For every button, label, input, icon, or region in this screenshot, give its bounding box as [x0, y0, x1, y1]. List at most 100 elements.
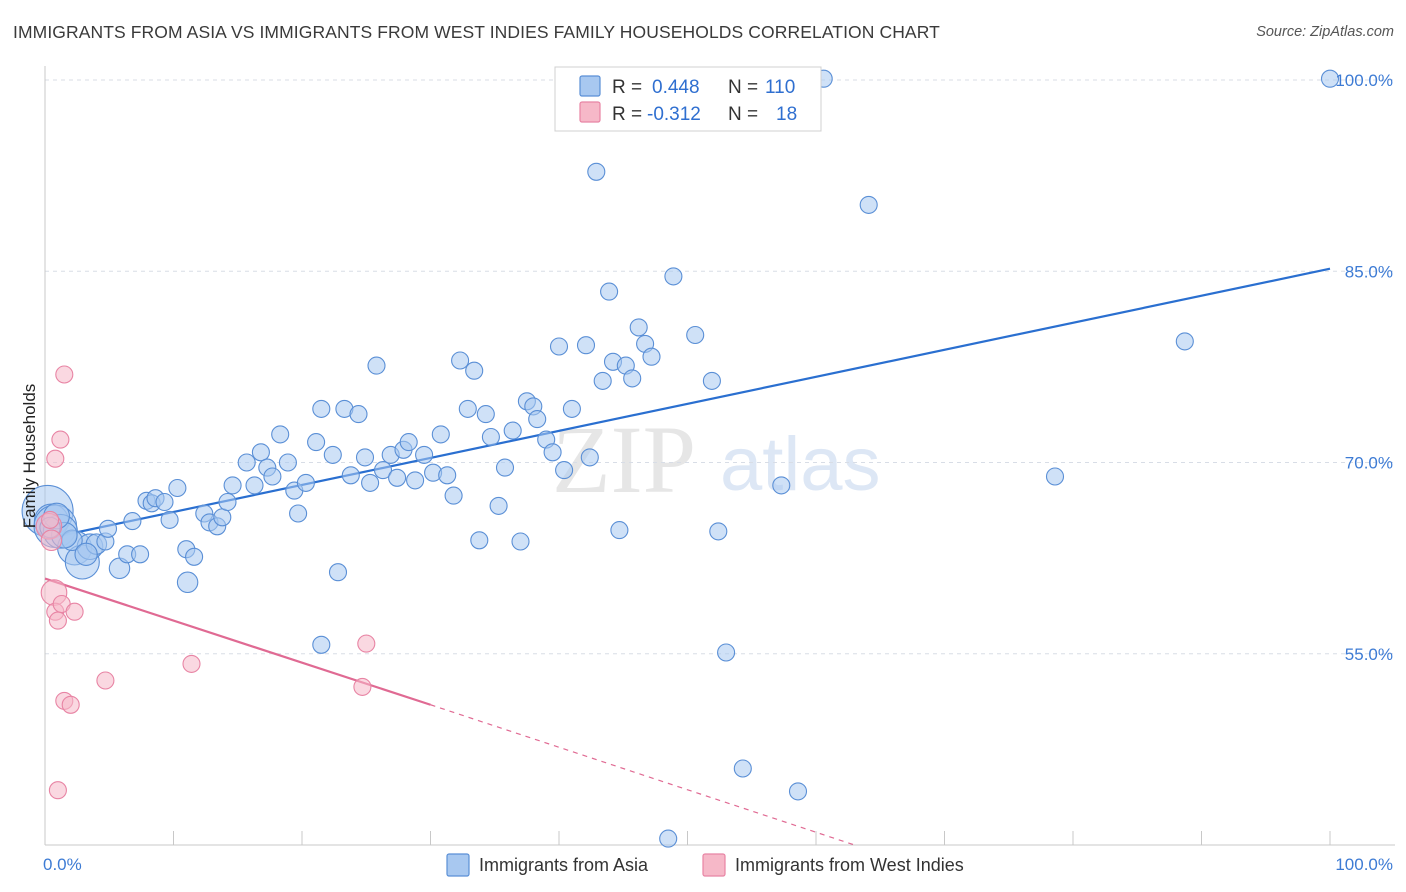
point-west-indies-17 — [41, 510, 60, 529]
point-asia-60 — [451, 351, 470, 370]
y-tick-label-1: 70.0% — [1345, 454, 1393, 473]
point-asia-69 — [511, 532, 530, 551]
legend-r-label-west-indies: R = — [612, 104, 642, 125]
point-asia-104 — [312, 635, 331, 654]
bottom-legend-label-asia: Immigrants from Asia — [479, 855, 649, 875]
point-asia-75 — [549, 337, 569, 356]
legend-n-label-west-indies: N = — [728, 104, 758, 125]
point-asia-17 — [155, 492, 174, 512]
point-asia-91 — [686, 325, 705, 345]
point-west-indies-1 — [40, 529, 63, 552]
bottom-legend-swatch-west-indies — [702, 853, 726, 877]
point-asia-95 — [733, 759, 752, 778]
point-asia-63 — [470, 531, 489, 550]
point-asia-76 — [555, 461, 574, 480]
watermark-zip: ZIP — [552, 406, 696, 513]
point-west-indies-12 — [96, 671, 115, 690]
trend-line-asia — [44, 267, 1331, 541]
bottom-legend-swatch-asia — [446, 853, 470, 877]
point-asia-81 — [593, 371, 612, 390]
point-asia-41 — [323, 445, 342, 464]
point-asia-79 — [580, 448, 599, 467]
correlation-legend: R = 0.448 N = 110 R = -0.312 N = 18 — [554, 66, 822, 132]
point-asia-101 — [1175, 332, 1194, 351]
point-asia-61 — [458, 399, 477, 418]
point-asia-26 — [213, 508, 232, 527]
point-asia-51 — [388, 468, 407, 487]
y-axis-label: Family Households — [20, 384, 39, 529]
point-asia-34 — [271, 425, 290, 444]
point-asia-84 — [610, 521, 629, 540]
point-asia-72 — [528, 410, 547, 429]
point-asia-37 — [289, 504, 308, 523]
point-asia-31 — [251, 443, 270, 462]
point-asia-12 — [131, 545, 150, 564]
point-asia-92 — [702, 371, 721, 390]
point-asia-67 — [495, 458, 515, 477]
point-asia-53 — [399, 433, 418, 452]
point-asia-82 — [600, 282, 619, 301]
point-asia-59 — [444, 486, 463, 505]
legend-r-label-asia: R = — [612, 77, 642, 98]
point-asia-54 — [406, 471, 425, 490]
point-west-indies-14 — [357, 634, 376, 653]
point-asia-103 — [659, 829, 678, 848]
point-asia-100 — [1045, 467, 1065, 486]
tick-labels: 55.0% 70.0% 85.0% 100.0% 0.0% 100.0% — [43, 71, 1393, 874]
data-points — [21, 69, 1340, 848]
point-asia-45 — [349, 405, 368, 424]
point-asia-74 — [543, 443, 562, 462]
legend-n-value-asia: 110 — [765, 77, 795, 98]
point-asia-58 — [438, 466, 457, 485]
point-asia-89 — [642, 347, 661, 366]
point-asia-94 — [717, 643, 736, 662]
axes — [44, 66, 1395, 846]
point-asia-28 — [223, 476, 242, 495]
point-asia-13 — [123, 512, 142, 531]
legend-n-label-asia: N = — [728, 77, 758, 98]
series-legend: Immigrants from Asia Immigrants from Wes… — [446, 853, 964, 877]
point-asia-65 — [481, 427, 500, 447]
point-west-indies-8 — [55, 365, 74, 384]
point-asia-47 — [361, 473, 380, 492]
source-label: Source: ZipAtlas.com — [1256, 24, 1394, 40]
point-asia-39 — [307, 433, 326, 452]
point-asia-18 — [160, 510, 179, 529]
grid-lines — [45, 79, 1395, 655]
point-asia-38 — [296, 473, 315, 492]
point-asia-93 — [709, 522, 728, 541]
point-asia-57 — [431, 425, 450, 444]
point-asia-22 — [176, 571, 199, 594]
point-asia-86 — [623, 369, 642, 388]
point-asia-49 — [373, 461, 393, 480]
point-asia-102 — [1320, 69, 1340, 88]
x-tick-label-0: 0.0% — [43, 855, 82, 874]
trend-line-west-indies-extension — [430, 704, 855, 846]
point-asia-55 — [415, 445, 434, 464]
x-tick-label-1: 100.0% — [1335, 855, 1393, 874]
legend-swatch-west-indies — [579, 101, 601, 123]
bottom-legend-label-west-indies: Immigrants from West Indies — [735, 855, 964, 875]
point-asia-62 — [465, 361, 484, 380]
watermark-atlas: atlas — [720, 422, 881, 507]
point-asia-48 — [367, 356, 386, 375]
point-asia-30 — [245, 476, 264, 495]
point-asia-29 — [237, 453, 256, 472]
legend-n-value-west-indies: 18 — [776, 104, 797, 125]
point-asia-40 — [312, 399, 331, 418]
point-west-indies-15 — [353, 677, 372, 696]
y-tick-label-3: 100.0% — [1335, 71, 1393, 90]
point-west-indies-16 — [48, 781, 67, 800]
point-asia-68 — [503, 421, 522, 440]
point-asia-99 — [859, 195, 878, 214]
point-asia-33 — [263, 467, 282, 486]
y-tick-label-2: 85.0% — [1345, 262, 1393, 281]
point-asia-87 — [629, 318, 648, 337]
chart-title: IMMIGRANTS FROM ASIA VS IMMIGRANTS FROM … — [13, 22, 940, 42]
point-asia-80 — [587, 162, 606, 181]
point-asia-44 — [341, 466, 360, 485]
point-asia-42 — [328, 563, 348, 582]
point-asia-97 — [788, 782, 808, 801]
point-west-indies-9 — [65, 602, 84, 621]
